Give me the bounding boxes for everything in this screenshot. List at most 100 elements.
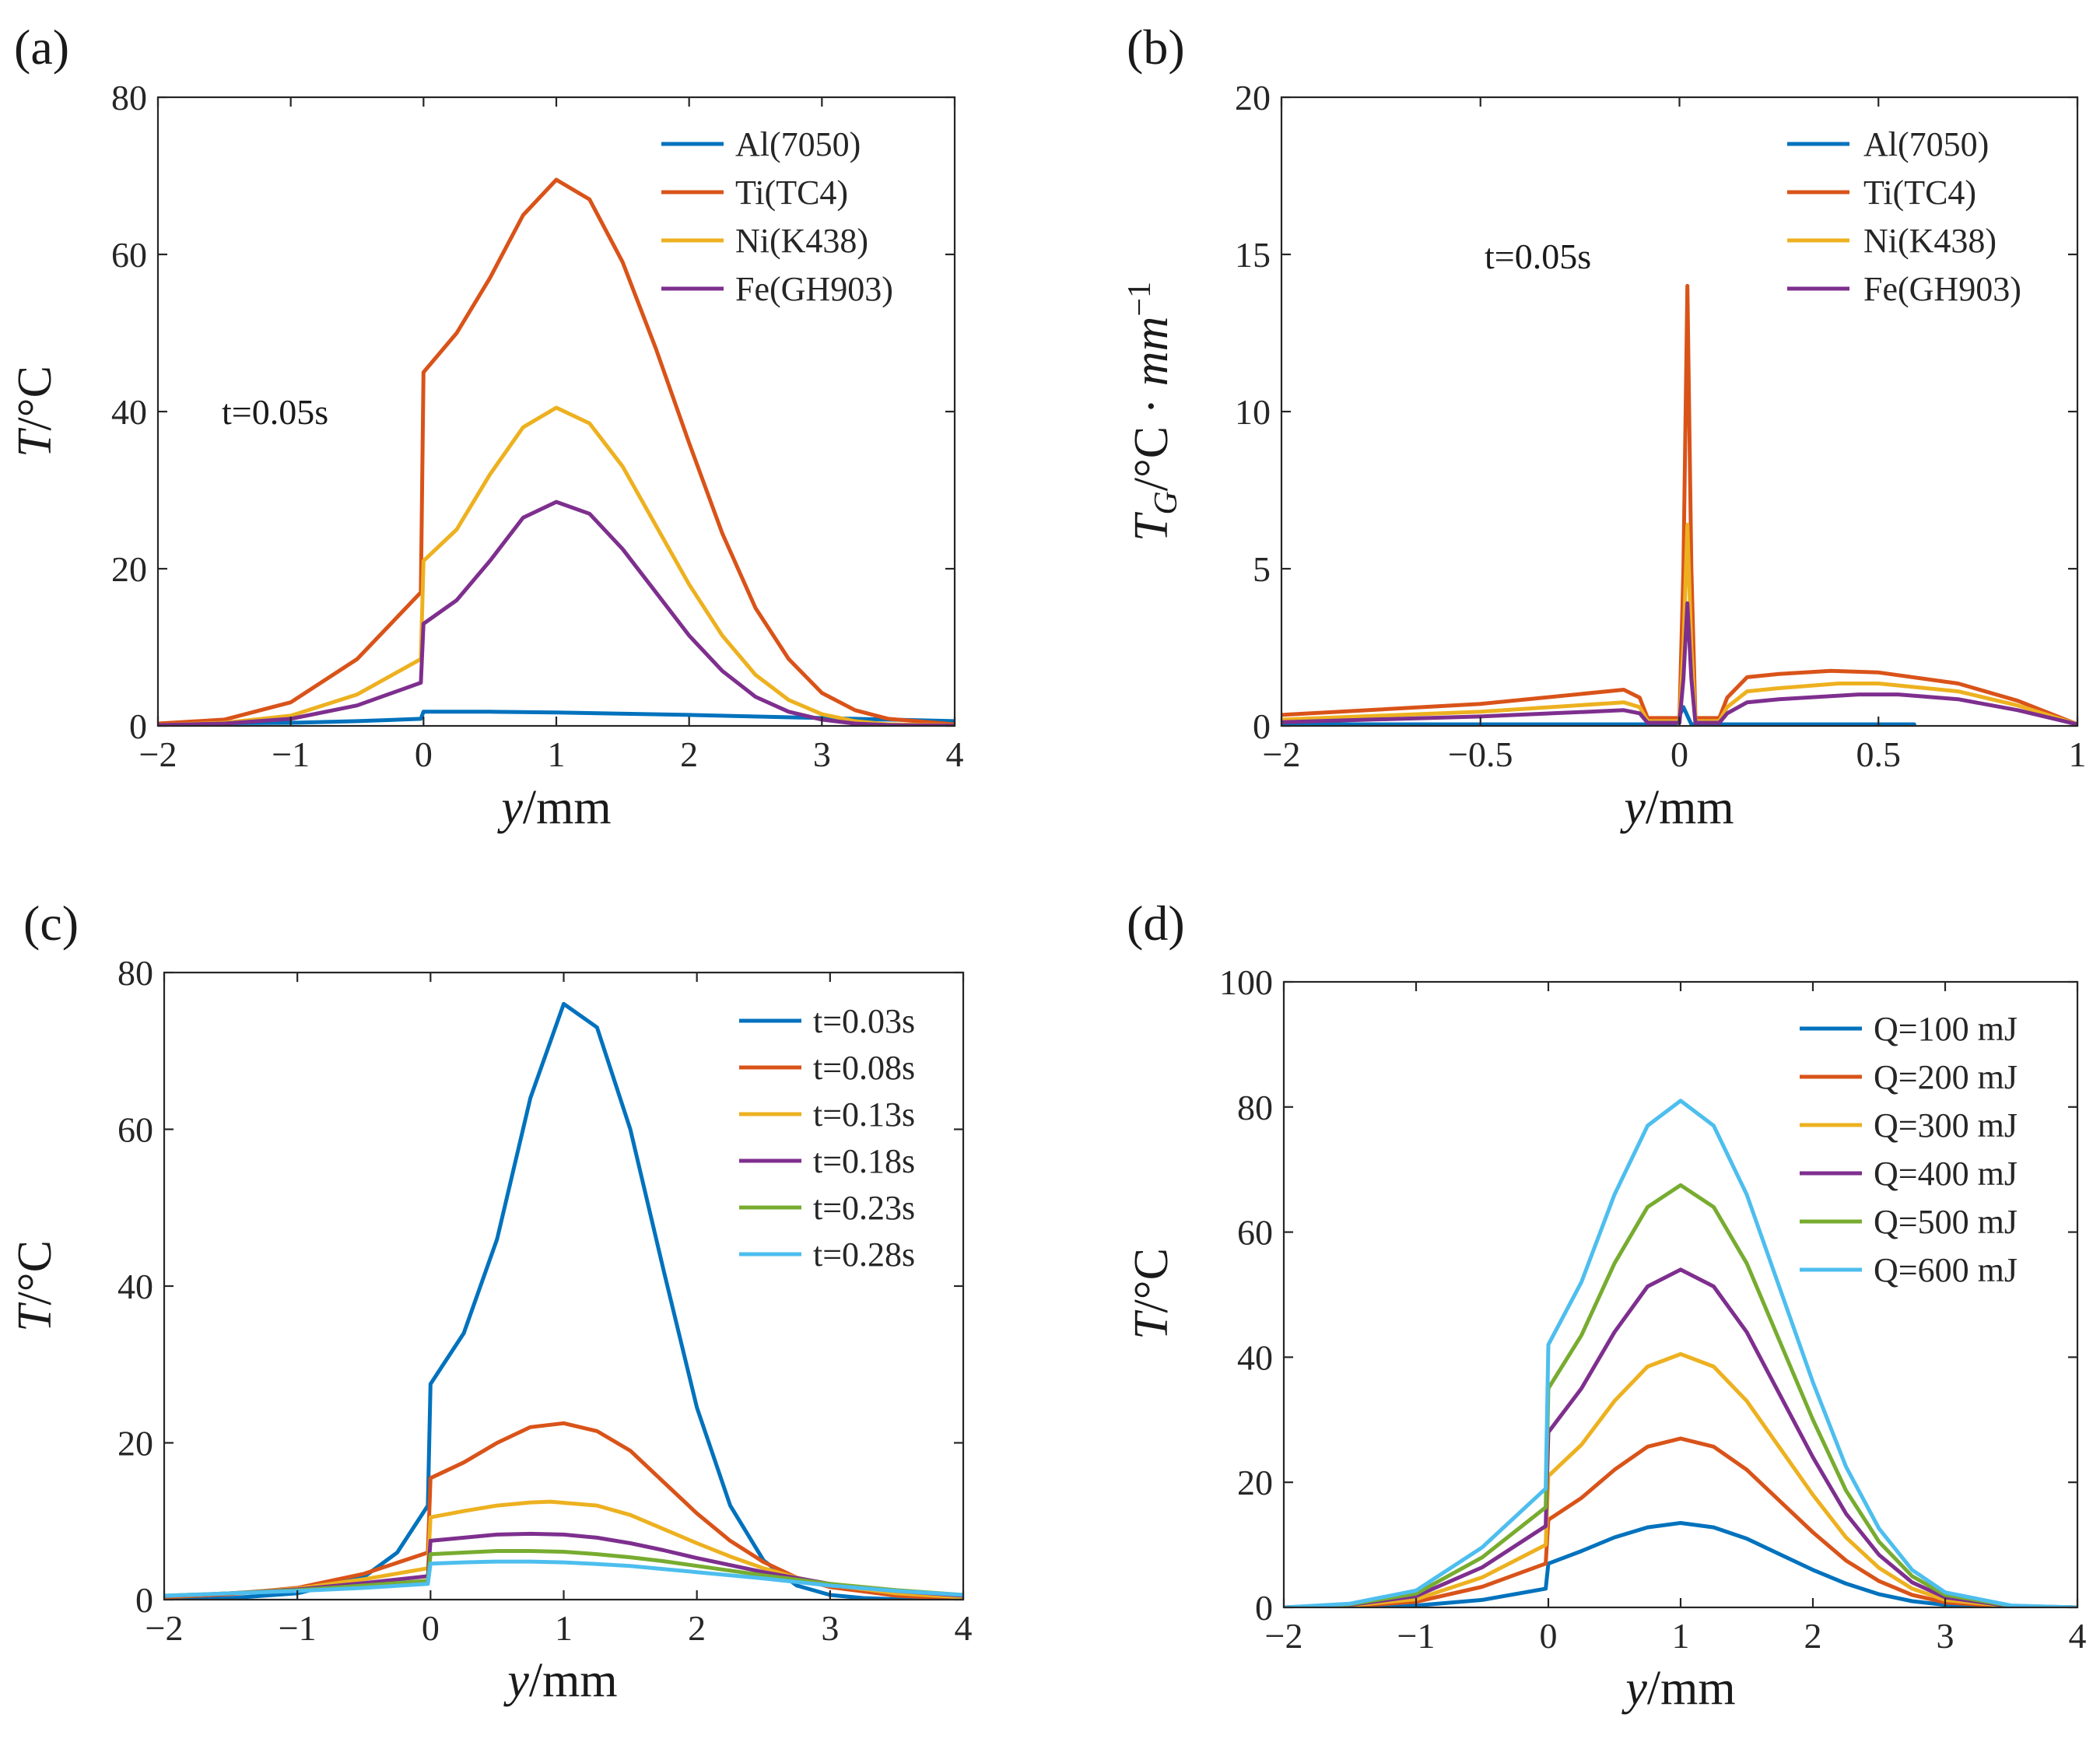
x-tick-label: −2 [145, 1608, 184, 1648]
series-line-3 [164, 1531, 963, 1598]
x-tick-label: 1 [1672, 1616, 1690, 1656]
y-tick-label: 0 [1255, 1588, 1273, 1628]
x-tick-label: 3 [1937, 1616, 1955, 1656]
series-line-0 [158, 710, 955, 726]
legend-label: Ni(K438) [1863, 222, 1997, 260]
legend-label: Ti(TC4) [735, 173, 848, 212]
y-axis-var: T [9, 427, 61, 457]
y-tick-label: 60 [111, 235, 147, 275]
legend-label: t=0.08s [813, 1049, 915, 1087]
legend-label: Fe(GH903) [1863, 270, 2021, 308]
series-line-5 [1284, 1099, 2077, 1607]
y-tick-label: 80 [1237, 1088, 1273, 1127]
legend-label: t=0.13s [813, 1095, 915, 1134]
legend-label: Q=100 mJ [1874, 1010, 2018, 1048]
y-axis-label: T/°C [9, 366, 61, 457]
x-axis-unit: /mm [529, 1654, 618, 1707]
legend-label: Q=600 mJ [1874, 1251, 2018, 1289]
series-line-2 [164, 1499, 963, 1600]
x-axis-unit: /mm [1646, 781, 1734, 834]
series-line-2 [158, 405, 955, 726]
legend-label: t=0.18s [813, 1142, 915, 1180]
x-axis-label: y/mm [503, 1654, 617, 1707]
x-tick-label: 3 [821, 1608, 839, 1648]
x-tick-label: −0.5 [1448, 734, 1513, 774]
x-tick-label: 4 [955, 1608, 973, 1648]
legend-label: Q=400 mJ [1874, 1155, 2018, 1193]
x-tick-label: 2 [1804, 1616, 1822, 1656]
series-line-1 [1281, 283, 2077, 726]
series-line-1 [164, 1421, 963, 1600]
x-tick-label: 0 [1671, 734, 1688, 774]
series-line-0 [1284, 1521, 2077, 1607]
y-tick-label: 60 [1237, 1213, 1273, 1253]
x-axis-label: y/mm [1621, 1662, 1735, 1715]
series-line-1 [1284, 1436, 2077, 1607]
series-group [1281, 283, 2077, 726]
series-line-4 [1284, 1183, 2077, 1607]
series-group [164, 1001, 963, 1600]
series-group [158, 177, 955, 726]
y-tick-label: 0 [1253, 706, 1271, 746]
y-tick-label: 80 [111, 78, 147, 117]
y-axis-label: TG/°C · mm−1 [1122, 282, 1184, 542]
x-tick-label: −2 [1265, 1616, 1303, 1656]
x-tick-label: 1 [2069, 734, 2087, 774]
series-line-1 [158, 177, 955, 726]
legend-label: Al(7050) [1863, 125, 1989, 163]
series-line-2 [1284, 1351, 2077, 1607]
y-tick-label: 60 [117, 1110, 153, 1150]
legend-label: t=0.23s [813, 1189, 915, 1227]
x-tick-label: 3 [813, 734, 831, 774]
legend-label: Fe(GH903) [735, 270, 893, 308]
y-tick-label: 40 [1237, 1337, 1273, 1377]
x-tick-label: 0 [415, 734, 433, 774]
legend-label: t=0.28s [813, 1236, 915, 1274]
y-axis-var: T [9, 1302, 61, 1332]
y-tick-label: 20 [117, 1424, 153, 1463]
x-tick-label: 2 [680, 734, 698, 774]
legend: t=0.03s t=0.08s t=0.13s t=0.18s t=0.23s t=0.2… [739, 1002, 915, 1274]
x-tick-label: −1 [279, 1608, 317, 1648]
x-tick-label: 2 [688, 1608, 706, 1648]
panel-letter: (a) [14, 19, 69, 75]
panel-letter: (c) [23, 896, 79, 951]
x-tick-label: 0 [1540, 1616, 1558, 1656]
x-tick-label: 0.5 [1856, 734, 1902, 774]
y-axis-unit: /°C [9, 1240, 61, 1305]
series-line-0 [164, 1001, 963, 1600]
legend-label: Q=200 mJ [1874, 1058, 2018, 1096]
y-axis-superscript: −1 [1122, 282, 1158, 317]
x-tick-label: −2 [139, 734, 177, 774]
legend-label: Ni(K438) [735, 222, 868, 260]
x-axis-var: y [1621, 1662, 1647, 1715]
y-tick-label: 20 [111, 549, 147, 589]
legend: Al(7050) Ti(TC4) Ni(K438) Fe(GH903) [1787, 125, 2021, 308]
x-axis-var: y [1619, 781, 1646, 834]
x-axis-unit: /mm [523, 781, 612, 834]
x-axis-label: y/mm [1619, 781, 1734, 834]
series-line-0 [1281, 705, 1916, 726]
y-axis-unit: /°C [1125, 1248, 1178, 1313]
legend-label: Q=300 mJ [1874, 1106, 2018, 1144]
x-axis-label: y/mm [496, 781, 611, 834]
x-axis-unit: /mm [1647, 1662, 1736, 1715]
y-tick-label: 20 [1235, 78, 1271, 117]
series-line-3 [158, 499, 955, 726]
x-axis-var: y [496, 781, 523, 834]
y-axis-unit-mm: mm [1125, 317, 1178, 387]
y-tick-label: 0 [135, 1580, 153, 1620]
y-tick-label: 80 [117, 953, 153, 993]
series-line-5 [164, 1559, 963, 1598]
y-tick-label: 20 [1237, 1463, 1273, 1502]
time-annotation: t=0.05s [1485, 237, 1591, 276]
y-axis-var: T [1125, 511, 1178, 542]
series-group [1284, 1099, 2077, 1607]
series-line-2 [1281, 522, 2077, 726]
y-axis-label: T/°C [1125, 1248, 1178, 1340]
y-axis-subscript: G [1148, 491, 1184, 514]
panel-letter: (d) [1127, 896, 1185, 951]
